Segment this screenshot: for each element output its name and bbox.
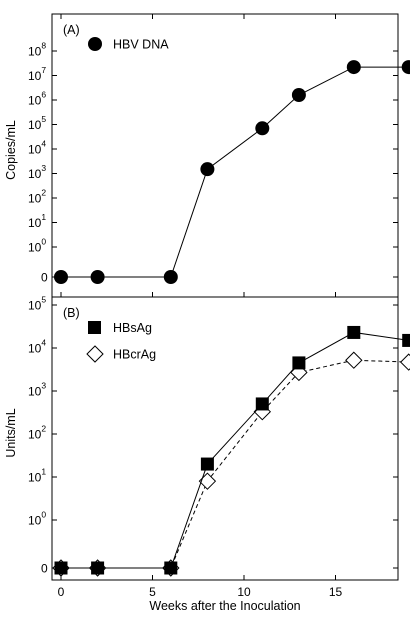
hbsag-point — [292, 356, 306, 370]
hbv-dna-point — [163, 270, 178, 284]
x-tick-label: 10 — [237, 585, 251, 599]
hbv-dna-line — [61, 66, 410, 278]
panel-b-label: (B) — [63, 306, 80, 320]
x-tick-label: 0 — [58, 585, 65, 599]
x-axis-ticks: 05101520 — [58, 14, 343, 599]
panel-a-legend: HBV DNA — [88, 37, 169, 52]
hbcrag-line — [61, 359, 410, 569]
y-tick-label: 106 — [28, 90, 46, 108]
y-tick-label: 108 — [28, 41, 46, 59]
panel-b-marks — [52, 325, 410, 577]
x-tick-label: 15 — [329, 585, 343, 599]
y-tick-label: 100 — [28, 510, 46, 528]
panel-b-frame — [51, 296, 399, 581]
legend-marker-hbcrag — [86, 345, 104, 363]
panel-a-label: (A) — [63, 23, 80, 37]
hbv-dna-point — [346, 60, 361, 75]
legend-marker-hbv-dna — [88, 37, 102, 51]
y-tick-label: 0 — [41, 562, 48, 576]
panel-b: (B) Units/mL 105 104 103 102 101 100 0 HBsAg H… — [4, 295, 410, 581]
x-axis-title: Weeks after the Inoculation — [149, 599, 300, 613]
y-tick-label: 102 — [28, 424, 46, 442]
y-tick-label: 0 — [41, 271, 48, 285]
panel-b-y-ticks: 105 104 103 102 101 100 0 — [28, 295, 398, 576]
y-tick-label: 100 — [28, 237, 46, 255]
y-tick-label: 105 — [28, 114, 46, 132]
hbv-dna-point — [291, 87, 306, 102]
legend-label-hbcrag: HBcrAg — [113, 348, 156, 362]
panel-b-legend: HBsAg HBcrAg — [86, 321, 156, 363]
y-tick-label: 102 — [28, 188, 46, 206]
legend-label-hbsag: HBsAg — [113, 321, 152, 335]
y-tick-label: 107 — [28, 65, 46, 83]
x-tick-label: 5 — [149, 585, 156, 599]
y-tick-label: 104 — [28, 139, 46, 157]
y-tick-label: 103 — [28, 163, 46, 181]
y-tick-label: 101 — [28, 467, 46, 485]
hbcrag-point — [345, 351, 363, 369]
hbv-dna-point — [401, 60, 410, 75]
hbv-dna-point — [255, 121, 270, 136]
hbsag-point — [54, 561, 68, 575]
panel-a-y-ticks: 108 107 106 105 104 103 102 101 100 0 — [28, 41, 398, 285]
panel-a-marks — [54, 60, 410, 284]
legend-marker-hbsag — [88, 321, 101, 334]
hbsag-point — [402, 333, 410, 347]
hbv-dna-point — [54, 270, 68, 284]
hbsag-point — [200, 457, 214, 471]
hbv-dna-point — [200, 162, 215, 177]
hbsag-point — [91, 561, 105, 575]
hbsag-point — [164, 561, 178, 575]
hbsag-point — [255, 397, 269, 411]
hbv-dna-point — [90, 270, 105, 284]
hbcrag-point — [399, 353, 410, 371]
legend-label-hbv-dna: HBV DNA — [113, 38, 169, 52]
y-tick-label: 103 — [28, 381, 46, 399]
y-tick-label: 101 — [28, 212, 46, 230]
y-tick-label: 105 — [28, 295, 46, 313]
y-tick-label: 104 — [28, 338, 46, 356]
panel-a: (A) Copies/mL 10810710610510410310210110… — [4, 13, 410, 298]
hbsag-point — [347, 325, 361, 339]
hbsag-line — [61, 331, 410, 569]
panel-a-y-axis-title: Copies/mL — [4, 120, 18, 180]
panel-b-y-axis-title: Units/mL — [4, 408, 18, 457]
